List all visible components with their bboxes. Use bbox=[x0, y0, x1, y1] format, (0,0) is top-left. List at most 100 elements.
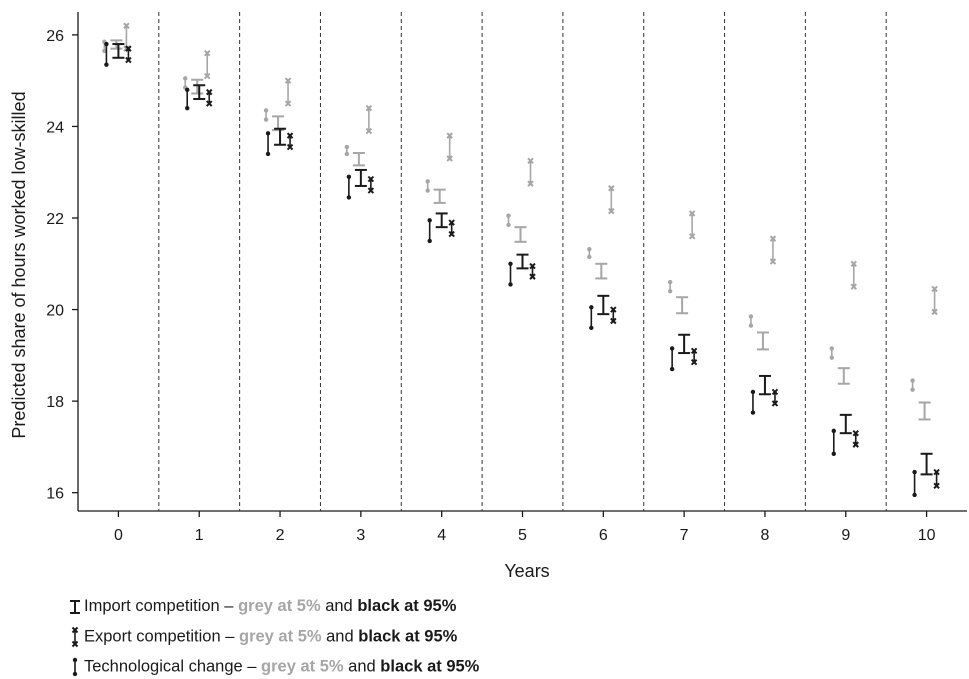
export-range-mark bbox=[769, 235, 777, 265]
x-tick-label: 9 bbox=[841, 527, 850, 544]
export-range-mark bbox=[204, 49, 211, 80]
tech-range-mark bbox=[748, 314, 754, 328]
export-range-mark bbox=[608, 185, 615, 215]
import-range-mark bbox=[514, 226, 527, 243]
y-tick-label: 16 bbox=[46, 486, 64, 503]
export-range-mark bbox=[365, 104, 373, 135]
tech-range-mark bbox=[425, 179, 430, 193]
legend-import-black: black at 95% bbox=[357, 597, 457, 615]
import-range-mark bbox=[433, 188, 446, 204]
export-range-mark bbox=[610, 306, 617, 325]
tech-range-mark bbox=[667, 279, 673, 294]
import-range-mark bbox=[274, 127, 287, 146]
y-tick-label: 24 bbox=[46, 119, 64, 136]
tech-range-mark bbox=[104, 41, 109, 67]
tech-range-mark bbox=[587, 246, 592, 260]
export-range-mark bbox=[529, 262, 536, 280]
import-range-mark bbox=[837, 367, 850, 385]
import-range-mark bbox=[839, 413, 852, 435]
x-tick-label: 7 bbox=[680, 527, 689, 544]
legend-import-grey: grey at 5% bbox=[238, 597, 321, 615]
export-range-mark bbox=[771, 388, 779, 407]
tech-range-mark bbox=[263, 108, 269, 122]
import-range-mark bbox=[756, 331, 769, 351]
y-tick-label: 22 bbox=[46, 211, 64, 228]
import-range-mark bbox=[595, 262, 608, 280]
import-range-mark bbox=[676, 296, 689, 315]
ibeam-icon bbox=[70, 599, 80, 614]
import-range-mark bbox=[112, 43, 125, 59]
export-range-mark bbox=[852, 429, 859, 448]
export-range-mark bbox=[286, 132, 294, 151]
import-range-mark bbox=[516, 253, 529, 270]
tech-range-mark bbox=[912, 469, 917, 498]
legend-item-export: Export competition – grey at 5% and blac… bbox=[68, 626, 457, 648]
y-axis-ticks: 16 18 20 22 24 26 bbox=[46, 28, 78, 503]
export-range-mark bbox=[931, 285, 938, 316]
import-range-mark bbox=[918, 401, 931, 421]
x-axis-title: Years bbox=[504, 561, 549, 581]
import-range-mark bbox=[352, 152, 365, 167]
tech-range-mark bbox=[506, 213, 511, 228]
x-tick-label: 10 bbox=[918, 527, 936, 544]
tech-range-mark bbox=[831, 428, 836, 456]
tech-range-mark bbox=[346, 174, 352, 200]
tech-range-mark bbox=[829, 346, 834, 360]
data-marks bbox=[102, 22, 940, 498]
legend-tech-grey: grey at 5% bbox=[261, 657, 344, 676]
x-tick-label: 6 bbox=[599, 527, 608, 544]
x-axis-ticks: 0 1 2 3 4 5 6 7 8 9 10 bbox=[114, 511, 936, 544]
x-tick-label: 4 bbox=[437, 527, 446, 544]
legend-tech-mid: and bbox=[343, 657, 381, 676]
tech-range-mark bbox=[427, 218, 432, 244]
export-range-mark bbox=[446, 132, 453, 162]
export-range-mark bbox=[206, 88, 213, 107]
x-tick-label: 3 bbox=[356, 527, 365, 544]
legend-import-prefix: Import competition – bbox=[84, 597, 239, 615]
import-range-mark bbox=[191, 78, 204, 95]
x-tick-label: 1 bbox=[195, 527, 204, 544]
tech-range-mark bbox=[750, 389, 756, 415]
y-tick-label: 20 bbox=[46, 303, 64, 320]
import-range-mark bbox=[354, 168, 367, 187]
x-tick-label: 0 bbox=[114, 527, 123, 544]
export-range-mark bbox=[933, 468, 940, 490]
import-range-mark bbox=[597, 294, 610, 316]
import-range-mark bbox=[678, 333, 691, 355]
export-range-mark bbox=[367, 175, 375, 194]
x-tick-label: 2 bbox=[276, 527, 285, 544]
legend-import-mid: and bbox=[320, 597, 358, 615]
legend-tech-prefix: Technological change – bbox=[84, 657, 262, 676]
legend-export-grey: grey at 5% bbox=[239, 627, 322, 646]
tech-range-mark bbox=[265, 131, 271, 157]
tech-range-mark bbox=[669, 346, 675, 372]
legend-tech-black: black at 95% bbox=[380, 657, 480, 676]
import-range-mark bbox=[758, 374, 771, 396]
tech-range-mark bbox=[185, 87, 190, 111]
export-range-mark bbox=[284, 77, 292, 107]
cross-range-icon bbox=[71, 626, 79, 648]
import-range-mark bbox=[920, 452, 933, 476]
tech-range-mark bbox=[589, 305, 594, 331]
legend-item-import: Import competition – grey at 5% and blac… bbox=[68, 596, 456, 616]
chart-canvas: 16 18 20 22 24 26 0 1 2 3 4 5 6 7 8 9 10 Years Predicte… bbox=[9, 12, 967, 581]
legend-item-tech: Technological change – grey at 5% and bl… bbox=[68, 656, 479, 678]
import-range-mark bbox=[193, 84, 206, 100]
legend-export-mid: and bbox=[321, 627, 359, 646]
y-tick-label: 18 bbox=[46, 394, 64, 411]
y-tick-label: 26 bbox=[46, 28, 64, 45]
year-separators bbox=[158, 12, 887, 511]
export-range-mark bbox=[688, 210, 696, 240]
export-range-mark bbox=[527, 157, 534, 187]
legend-export-black: black at 95% bbox=[358, 627, 458, 646]
legend-export-prefix: Export competition – bbox=[84, 627, 239, 646]
import-range-mark bbox=[435, 212, 448, 229]
export-range-mark bbox=[125, 45, 132, 64]
x-tick-label: 5 bbox=[518, 527, 527, 544]
export-range-mark bbox=[690, 347, 698, 366]
tech-range-mark bbox=[344, 144, 350, 157]
tech-range-mark bbox=[508, 261, 513, 287]
y-axis-title: Predicted share of hours worked low-skil… bbox=[9, 91, 29, 438]
dot-range-icon bbox=[72, 657, 78, 677]
x-tick-label: 8 bbox=[761, 527, 770, 544]
